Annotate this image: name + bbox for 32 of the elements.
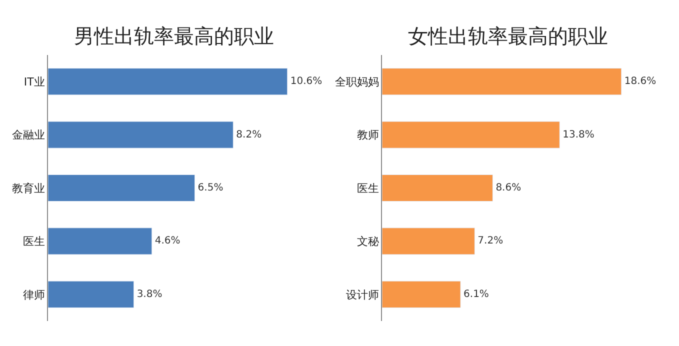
data-label: 8.2% <box>236 129 262 140</box>
chart-title: 男性出轨率最高的职业 <box>74 24 274 48</box>
data-label: 6.5% <box>198 182 224 194</box>
y-tick-label: 设计师 <box>346 288 379 302</box>
y-tick-label: 医生 <box>356 182 379 195</box>
bar <box>382 174 493 202</box>
bar <box>382 68 622 96</box>
y-tick-label: 教师 <box>356 128 379 142</box>
data-label: 4.6% <box>154 236 180 247</box>
bar <box>382 228 475 255</box>
bar <box>48 68 288 96</box>
bar <box>48 121 234 148</box>
bar <box>382 121 560 148</box>
y-tick-label: 全职妈妈 <box>334 75 379 88</box>
data-label: 3.8% <box>136 288 162 300</box>
data-label: 18.6% <box>624 76 656 88</box>
bar <box>48 228 152 255</box>
y-tick-label: 金融业 <box>12 128 45 142</box>
bar <box>382 280 461 308</box>
bar <box>48 280 134 308</box>
y-tick-label: IT业 <box>24 75 45 88</box>
y-tick-label: 教育业 <box>12 182 45 195</box>
data-label: 6.1% <box>464 288 489 300</box>
y-tick-label: 文秘 <box>356 235 379 248</box>
y-tick-label: 律师 <box>22 288 45 302</box>
bar <box>48 174 196 202</box>
data-label: 13.8% <box>562 129 594 140</box>
chart-title: 女性出轨率最高的职业 <box>408 24 608 48</box>
data-label: 10.6% <box>290 76 322 88</box>
data-label: 8.6% <box>496 182 522 194</box>
y-tick-label: 医生 <box>22 235 45 248</box>
data-label: 7.2% <box>478 236 504 247</box>
